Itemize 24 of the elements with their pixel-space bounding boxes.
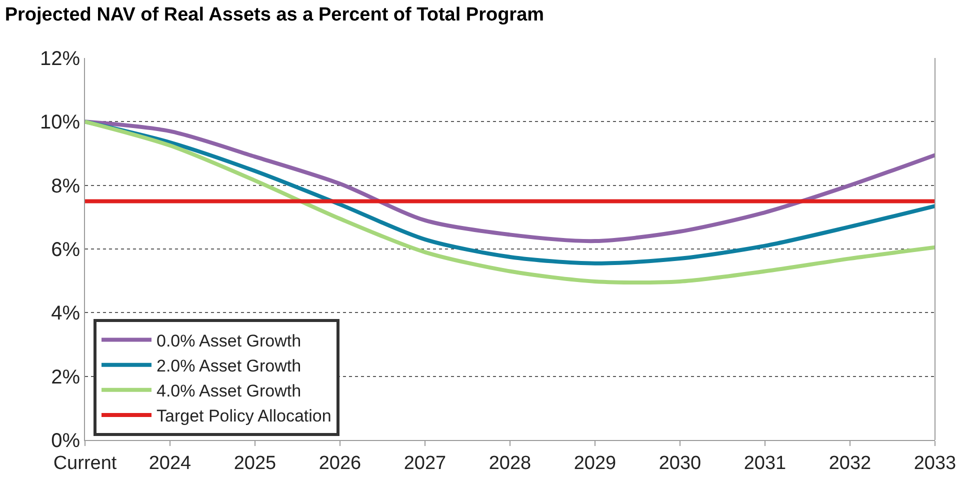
x-tick-label: Current [53, 452, 118, 474]
y-tick-label: 12% [40, 48, 80, 70]
x-tick-label: 2024 [148, 452, 192, 474]
legend-label: 2.0% Asset Growth [156, 356, 302, 376]
legend-label: Target Policy Allocation [156, 406, 332, 426]
legend-label: 0.0% Asset Growth [156, 331, 302, 350]
y-tick-label: 4% [51, 302, 80, 325]
y-tick-label: 8% [51, 175, 80, 198]
y-tick-label: 10% [40, 112, 80, 134]
x-tick-label: 2031 [744, 452, 786, 474]
x-tick-label: 2029 [574, 452, 616, 474]
x-tick-label: 2030 [658, 452, 702, 474]
y-tick-label: 0% [51, 430, 80, 452]
x-tick-label: 2025 [234, 452, 276, 474]
legend-label: 4.0% Asset Growth [156, 382, 302, 401]
line-series [85, 120, 935, 244]
x-tick-label: 2026 [318, 452, 362, 474]
x-tick-label: 2028 [488, 452, 532, 474]
x-tick-label: 2027 [404, 452, 446, 474]
y-tick-label: 6% [51, 239, 80, 261]
y-tick-label: 2% [51, 366, 80, 388]
chart-title: Projected NAV of Real Assets as a Percent of Total Program [4, 4, 544, 26]
x-tick-label: 2032 [828, 452, 872, 474]
x-tick-label: 2033 [914, 452, 956, 474]
